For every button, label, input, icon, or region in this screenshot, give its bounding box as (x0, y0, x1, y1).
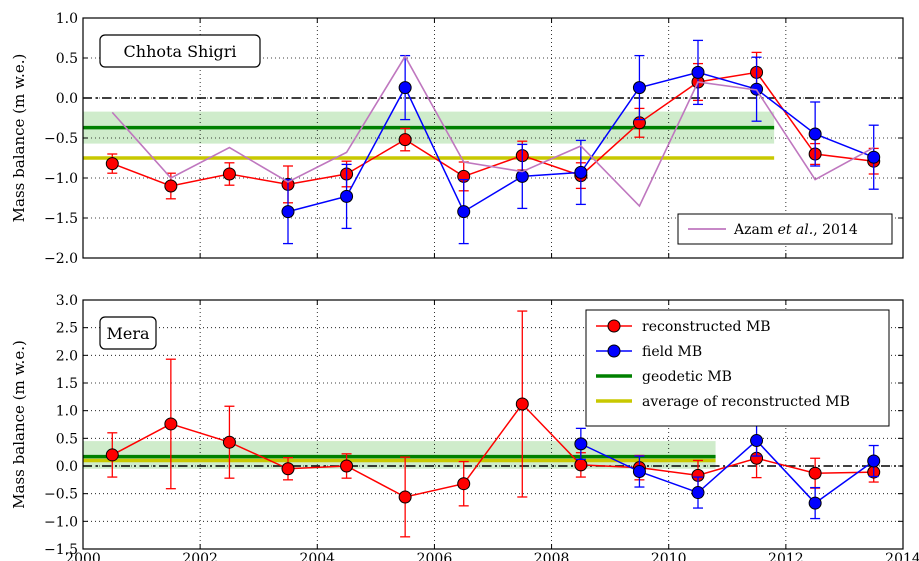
x-tick-label: 2012 (768, 551, 804, 561)
series-field-mb (281, 39, 881, 245)
data-point (691, 65, 705, 79)
legend-marker-field-mb (607, 344, 621, 358)
y-tick-label: 0.0 (56, 459, 78, 475)
data-point (632, 81, 646, 95)
legend-entry-reconstructed-mb: reconstructed MB (642, 319, 771, 335)
legend-entry-azam-et-al: Azam et al., 2014 (733, 222, 858, 238)
legend-marker-reconstructed-mb (607, 319, 621, 333)
y-tick-label: 2.0 (56, 348, 78, 364)
y-tick-label: −1.5 (44, 542, 78, 558)
data-point (281, 462, 295, 476)
data-point (164, 179, 178, 193)
x-tick-label: 2000 (65, 551, 101, 561)
x-tick-label: 2010 (651, 551, 687, 561)
panel-label: Chhota Shigri (124, 42, 237, 61)
data-point (808, 466, 822, 480)
data-point (632, 465, 646, 479)
data-point (398, 133, 412, 147)
y-tick-label: 2.5 (56, 321, 78, 337)
data-point (281, 205, 295, 219)
data-point (867, 454, 881, 468)
data-point (515, 397, 529, 411)
series-field-mb (574, 424, 881, 520)
x-tick-label: 2002 (182, 551, 218, 561)
data-point (457, 205, 471, 219)
y-tick-label: −0.5 (44, 131, 78, 147)
series-line (580, 439, 875, 505)
axes-frame (82, 299, 904, 550)
data-point (574, 437, 588, 451)
y-tick-label: −2.0 (44, 251, 78, 267)
x-tick-label: 2006 (417, 551, 453, 561)
panel-label: Mera (106, 324, 150, 343)
data-point (515, 169, 529, 183)
y-tick-label: 3.0 (56, 293, 78, 309)
chart-panel-2: 2000 2002 2004 2006 2008 2010 2012 2014 3.0 2.5 2.… (10, 293, 919, 561)
data-point (457, 477, 471, 491)
series-azam-et-al-2014 (111, 54, 875, 208)
y-tick-label: −0.5 (44, 487, 78, 503)
x-tick-label: 2014 (885, 551, 919, 561)
data-point (398, 81, 412, 95)
data-point (574, 458, 588, 472)
series-reconstructed-mb (105, 310, 881, 538)
x-tick-label: 2004 (299, 551, 335, 561)
y-tick-label: 0.0 (56, 91, 78, 107)
legend-frame (585, 309, 890, 427)
data-point (222, 167, 236, 181)
y-axis-label: Mass balance (m w.e.) (10, 340, 28, 509)
y-tick-label: −1.0 (44, 514, 78, 530)
y-tick-label: 0.5 (56, 431, 78, 447)
data-point (750, 434, 764, 448)
data-point (340, 189, 354, 203)
panel-label-box (99, 316, 157, 350)
y-tick-label: 1.0 (56, 404, 78, 420)
data-point (867, 150, 881, 164)
data-point (398, 490, 412, 504)
y-axis-label: Mass balance (m w.e.) (10, 54, 28, 223)
data-point (808, 127, 822, 141)
legend: Azam et al., 2014 (677, 213, 893, 245)
data-point (105, 448, 119, 462)
data-point (105, 157, 119, 171)
data-point (340, 459, 354, 473)
panel-label-box (99, 34, 261, 68)
y-tick-label: 1.5 (56, 376, 78, 392)
legend-entry-geodetic-mb: geodetic MB (642, 369, 732, 385)
y-tick-label: 1.0 (56, 11, 78, 27)
series-line (111, 54, 875, 208)
y-tick-label: 0.5 (56, 51, 78, 67)
data-point (574, 165, 588, 179)
data-point (164, 417, 178, 431)
data-point (222, 435, 236, 449)
y-tick-label: −1.5 (44, 211, 78, 227)
data-point (808, 496, 822, 510)
x-tick-label: 2008 (534, 551, 570, 561)
y-tick-label: −1.0 (44, 171, 78, 187)
legend: reconstructed MB field MB geodetic MB avera… (585, 309, 890, 427)
legend-entry-field-mb: field MB (642, 344, 702, 360)
data-point (691, 486, 705, 500)
series-line (111, 402, 874, 498)
legend-entry-average-of-reconstructed-mb: average of reconstructed MB (642, 394, 850, 410)
chart-panel-1: 1.0 0.5 0.0 −0.5 −1.0 −1.5 −2.0 Mass balance (m… (10, 11, 904, 267)
